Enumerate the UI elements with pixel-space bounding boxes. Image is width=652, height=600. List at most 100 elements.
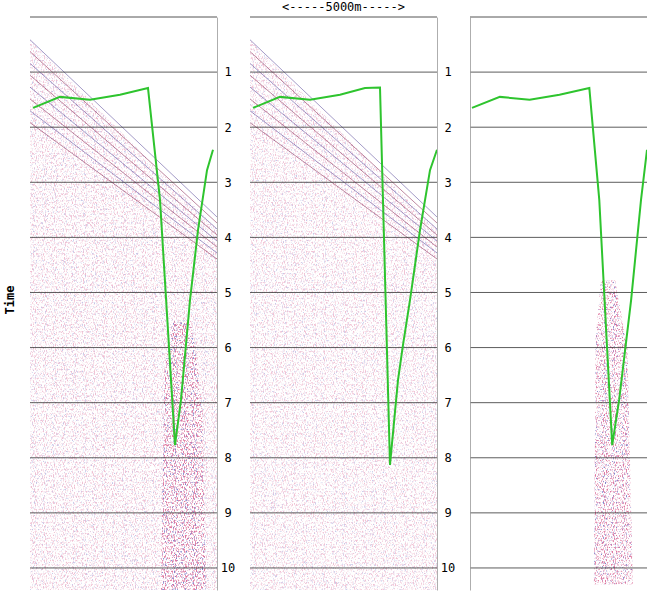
data-line xyxy=(33,88,213,445)
axis-line xyxy=(437,18,438,591)
seismic-texture xyxy=(250,17,437,590)
panel: 1 2 3 4 5 6 7 8 9 10 xyxy=(245,17,455,591)
tick-label: 8 xyxy=(224,451,231,465)
y-axis: 1 2 3 4 5 6 7 8 9 10 xyxy=(217,18,235,591)
reflectors xyxy=(30,35,217,259)
frame-top xyxy=(250,17,437,18)
grid-line xyxy=(30,347,217,348)
tick: 2 xyxy=(217,121,232,135)
tick-label: 3 xyxy=(224,176,231,190)
grid-line xyxy=(250,237,437,238)
grid-line xyxy=(470,347,647,348)
seismic-texture xyxy=(30,17,217,590)
tick-label: 1 xyxy=(224,65,231,79)
reflector xyxy=(30,83,217,241)
grid-line xyxy=(30,292,217,293)
tick-label: 10 xyxy=(441,561,455,575)
tick-label: 6 xyxy=(224,341,231,355)
reflector xyxy=(250,95,437,247)
tick-label: 5 xyxy=(444,286,451,300)
tick: 1 xyxy=(217,65,232,79)
tick: 9 xyxy=(437,506,452,520)
marks xyxy=(33,88,213,445)
marks xyxy=(253,88,437,465)
reflector xyxy=(250,119,437,259)
grid-line xyxy=(470,567,647,568)
reflector xyxy=(250,107,437,253)
tick: 1 xyxy=(437,65,452,79)
reflector xyxy=(250,59,437,229)
tick: 4 xyxy=(217,231,232,245)
tick-label: 9 xyxy=(444,506,451,520)
grid-line xyxy=(250,457,437,458)
y-axis-title: Time xyxy=(3,286,17,315)
grid-line xyxy=(30,402,217,403)
grid-line xyxy=(470,292,647,293)
reflectors xyxy=(250,35,437,259)
reflector xyxy=(250,83,437,241)
reflector xyxy=(30,107,217,253)
tick: 8 xyxy=(437,451,452,465)
grid-line xyxy=(250,512,437,513)
seismic-texture xyxy=(470,17,647,590)
tick-label: 6 xyxy=(444,341,451,355)
grid-line xyxy=(30,127,217,128)
tick: 6 xyxy=(217,341,232,355)
tick-label: 9 xyxy=(224,506,231,520)
reflector xyxy=(30,47,217,223)
y-axis: 1 2 3 4 5 6 7 8 9 10 xyxy=(437,18,455,591)
tick-label: 3 xyxy=(444,176,451,190)
y-axis xyxy=(470,18,472,591)
grid-line xyxy=(250,127,437,128)
reflector xyxy=(30,35,217,217)
grid-line xyxy=(470,457,647,458)
grid-line xyxy=(30,237,217,238)
axis-line xyxy=(470,18,471,591)
grid-line xyxy=(250,72,437,73)
tick: 7 xyxy=(437,396,452,410)
reflector xyxy=(250,35,437,217)
tick-label: 8 xyxy=(444,451,451,465)
tick-label: 7 xyxy=(224,396,231,410)
tick: 9 xyxy=(217,506,232,520)
tick: 2 xyxy=(437,121,452,135)
tick-label: 2 xyxy=(224,121,231,135)
panel: 1 2 3 4 5 6 7 8 9 10 xyxy=(25,17,235,591)
tick: 10 xyxy=(437,561,455,575)
chart: 1 2 3 4 5 6 7 8 9 10 1 2 3 4 5 6 7 8 9 10 <-----5000m-----> T… xyxy=(0,0,652,600)
marks xyxy=(472,88,647,445)
tick: 10 xyxy=(217,561,235,575)
grid-line xyxy=(470,182,647,183)
data-line xyxy=(253,88,437,465)
frame-top xyxy=(470,17,647,18)
tick: 5 xyxy=(437,286,452,300)
tick-label: 2 xyxy=(444,121,451,135)
tick: 7 xyxy=(217,396,232,410)
tick: 4 xyxy=(437,231,452,245)
tick: 3 xyxy=(217,176,232,190)
axis-line xyxy=(217,18,218,591)
grid-line xyxy=(470,512,647,513)
grid-line xyxy=(470,237,647,238)
data-line xyxy=(472,88,647,445)
frame-top xyxy=(30,17,217,18)
tick-label: 10 xyxy=(221,561,235,575)
tick-label: 1 xyxy=(444,65,451,79)
title: <-----5000m-----> xyxy=(282,0,405,14)
reflector xyxy=(30,119,217,259)
grid-line xyxy=(30,72,217,73)
grid-line xyxy=(470,127,647,128)
reflector xyxy=(30,71,217,235)
tick-label: 4 xyxy=(224,231,231,245)
tick: 8 xyxy=(217,451,232,465)
tick: 5 xyxy=(217,286,232,300)
tick: 3 xyxy=(437,176,452,190)
seismic-texture xyxy=(30,17,217,590)
reflector xyxy=(30,59,217,229)
reflector xyxy=(30,95,217,247)
tick-label: 5 xyxy=(224,286,231,300)
tick-label: 7 xyxy=(444,396,451,410)
reflector xyxy=(250,47,437,223)
grid-line xyxy=(470,402,647,403)
grid-line xyxy=(30,512,217,513)
